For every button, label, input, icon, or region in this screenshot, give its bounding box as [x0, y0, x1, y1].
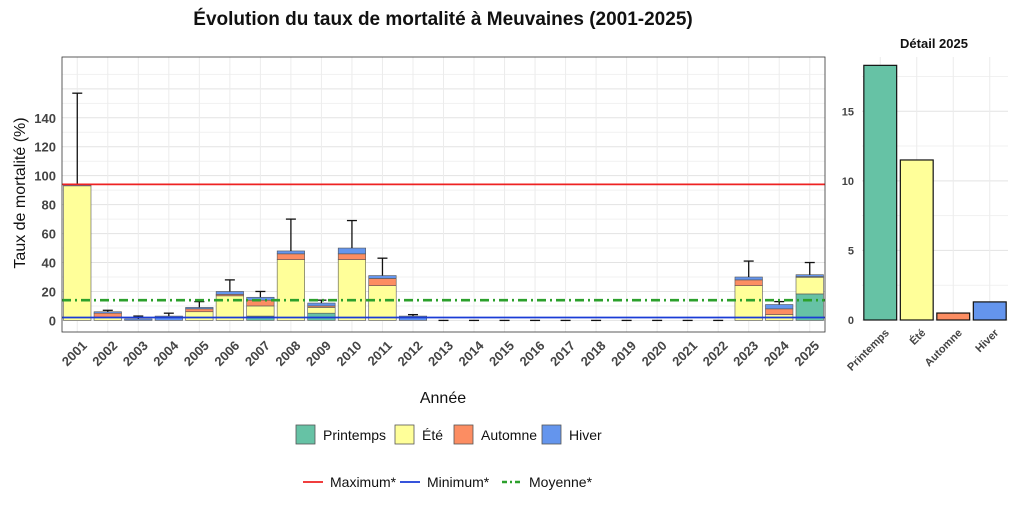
- x-tick-label: 2017: [547, 338, 578, 369]
- detail-x-tick-label: Printemps: [845, 327, 892, 374]
- x-tick-label: 2013: [425, 338, 456, 369]
- legend: Printemps Été Automne Hiver Maximum* Minimum*…: [295, 424, 602, 490]
- detail-bar-printemps: [863, 64, 898, 321]
- detail-y-tick-label: 5: [848, 245, 854, 257]
- x-tick-label: 2024: [761, 337, 793, 369]
- detail-bar-hiver: [972, 301, 1007, 321]
- bar-printemps-2025: [795, 293, 824, 321]
- y-axis-title: Taux de mortalité (%): [12, 117, 29, 268]
- legend-swatch-hiver: [541, 424, 562, 445]
- y-tick-label: 20: [42, 284, 56, 299]
- x-tick-label: 2022: [700, 338, 731, 369]
- bar-ete-2008: [276, 259, 305, 321]
- detail-y-tick-label: 15: [842, 106, 854, 118]
- detail-x-tick-label: Été: [907, 326, 928, 347]
- x-tick-label: 2018: [578, 338, 609, 369]
- x-tick-label: 2010: [333, 338, 364, 369]
- bar-hiver-2006: [215, 291, 244, 295]
- bar-ete-2007: [246, 305, 275, 317]
- x-tick-label: 2003: [120, 338, 151, 369]
- x-tick-label: 2009: [303, 338, 334, 369]
- bar-ete-2010: [337, 259, 366, 321]
- bar-ete-2005: [185, 311, 214, 321]
- x-tick-label: 2014: [456, 337, 488, 369]
- x-tick-label: 2008: [272, 338, 303, 369]
- bar-automne-2024: [765, 308, 794, 315]
- bar-automne-2010: [337, 253, 366, 260]
- bar-hiver-2005: [185, 307, 214, 310]
- bar-automne-2008: [276, 253, 305, 260]
- y-tick-label: 80: [42, 198, 56, 213]
- bar-ete-2009: [307, 307, 336, 314]
- x-tick-label: 2004: [150, 337, 182, 369]
- bar-ete-2011: [368, 285, 397, 321]
- bar-hiver-2023: [734, 276, 763, 281]
- y-tick-label: 140: [34, 111, 56, 126]
- detail-x-tick-label: Hiver: [973, 327, 1001, 355]
- bar-hiver-2024: [765, 304, 794, 310]
- legend-label-automne: Automne: [481, 427, 537, 443]
- detail-bar-automne: [936, 312, 971, 321]
- legend-label-printemps: Printemps: [323, 427, 386, 443]
- bar-hiver-2002: [93, 311, 122, 314]
- bar-hiver-2025: [795, 274, 824, 277]
- x-tick-label: 2007: [242, 338, 273, 369]
- x-tick-label: 2012: [394, 338, 425, 369]
- detail-y-tick-label: 0: [848, 315, 854, 327]
- detail-y-tick-label: 10: [842, 176, 854, 188]
- x-tick-label: 2019: [608, 338, 639, 369]
- x-tick-label: 2023: [730, 338, 761, 369]
- x-tick-label: 2005: [181, 338, 212, 369]
- x-tick-label: 2016: [517, 338, 548, 369]
- legend-label-ete: Été: [422, 427, 443, 443]
- x-tick-label: 2015: [486, 338, 517, 369]
- bar-automne-2011: [368, 278, 397, 286]
- x-tick-label: 2006: [211, 338, 242, 369]
- bar-hiver-2010: [337, 247, 366, 255]
- bar-ete-2025: [795, 276, 824, 295]
- detail-x-tick-label: Automne: [923, 327, 965, 369]
- x-axis-title: Année: [420, 390, 466, 407]
- y-tick-label: 100: [34, 169, 56, 184]
- bar-hiver-2009: [307, 302, 336, 307]
- x-tick-label: 2025: [791, 338, 822, 369]
- y-tick-label: 120: [34, 140, 56, 155]
- chart-title: Évolution du taux de mortalité à Meuvain…: [193, 8, 692, 30]
- x-tick-label: 2002: [89, 338, 120, 369]
- x-tick-label: 2011: [364, 338, 395, 369]
- detail-bar-ete: [899, 159, 934, 321]
- legend-line-label-moyenne: Moyenne*: [529, 474, 593, 490]
- y-tick-label: 60: [42, 227, 56, 242]
- bar-automne-2023: [734, 279, 763, 286]
- legend-line-label-minimum: Minimum*: [427, 474, 490, 490]
- legend-line-label-maximum: Maximum*: [330, 474, 397, 490]
- y-tick-label: 40: [42, 256, 56, 271]
- bar-hiver-2003: [124, 318, 153, 321]
- legend-label-hiver: Hiver: [569, 427, 602, 443]
- bar-hiver-2011: [368, 275, 397, 279]
- bar-automne-2005: [185, 308, 214, 313]
- x-tick-label: 2021: [669, 338, 700, 369]
- bar-ete-2023: [734, 285, 763, 321]
- x-tick-label: 2020: [639, 338, 670, 369]
- legend-swatch-printemps: [295, 424, 316, 445]
- bar-hiver-2008: [276, 250, 305, 255]
- x-tick-label: 2001: [59, 338, 90, 369]
- legend-swatch-automne: [453, 424, 474, 445]
- legend-swatch-ete: [394, 424, 415, 445]
- plot-frame: [61, 56, 826, 333]
- detail-chart-title: Détail 2025: [900, 36, 968, 51]
- y-tick-label: 0: [49, 313, 56, 328]
